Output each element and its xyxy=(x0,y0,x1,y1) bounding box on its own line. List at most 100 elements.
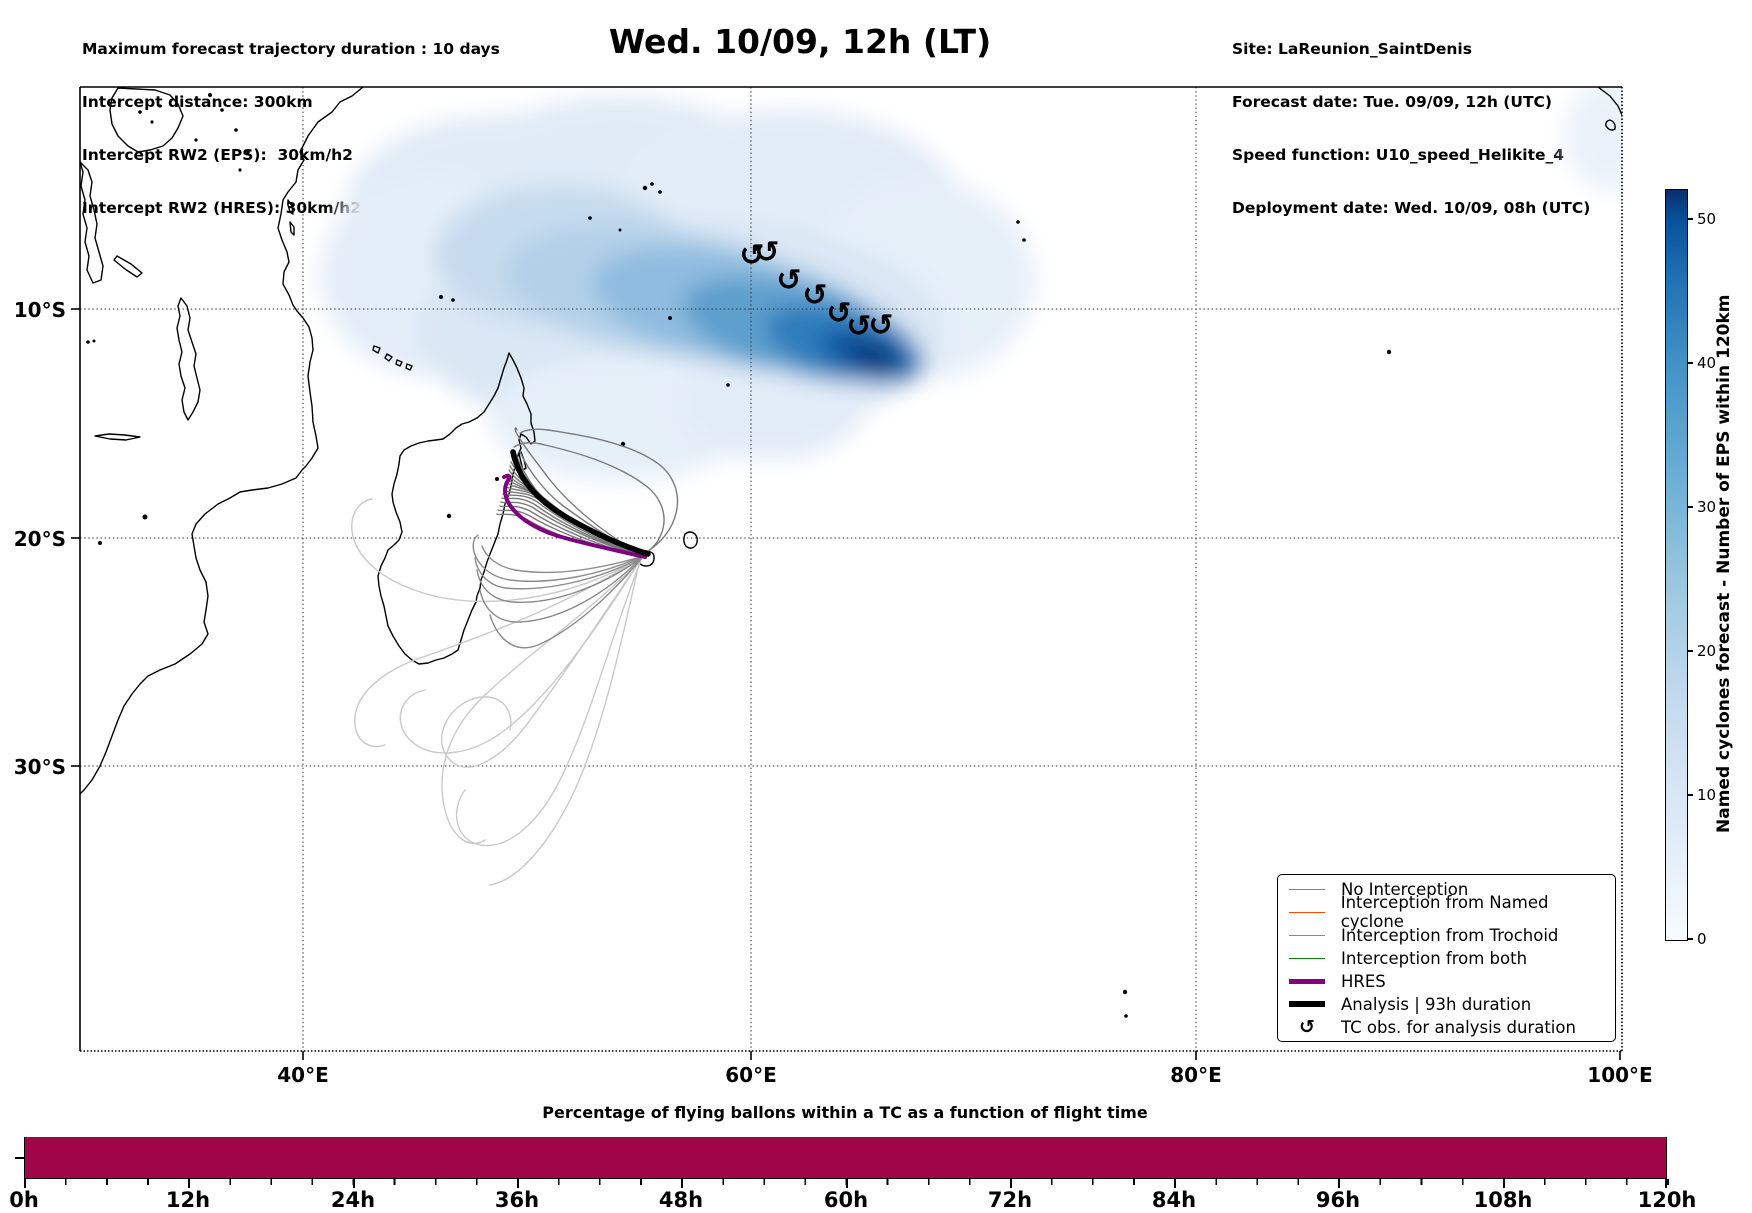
forecast-date-line: Forecast date: Tue. 09/09, 12h (UTC) xyxy=(1232,92,1553,111)
deployment-date-line: Deployment date: Wed. 10/09, 08h (UTC) xyxy=(1232,198,1591,217)
analysis-track xyxy=(510,449,651,557)
colorbar-tick-30 xyxy=(1687,506,1693,508)
lake-victoria xyxy=(109,87,184,153)
colorbar-tick-label-50: 50 xyxy=(1697,210,1717,228)
legend-label: Analysis | 93h duration xyxy=(1341,994,1532,1014)
lake-rukwa xyxy=(113,255,143,278)
bottom-xtick-48h: 48h xyxy=(658,1188,704,1212)
legend-line-gray xyxy=(1287,888,1327,890)
figure-title: Wed. 10/09, 12h (LT) xyxy=(608,22,992,61)
legend-row-trochoid: Interception from Trochoid xyxy=(1278,924,1615,946)
bottom-chart-major-tick xyxy=(1010,1179,1012,1188)
tc-symbol-4: ↺ xyxy=(802,278,827,313)
bottom-chart-major-tick xyxy=(681,1179,683,1188)
tc-symbol-1: ↺ xyxy=(739,238,764,273)
bottom-chart-title: Percentage of flying ballons within a TC… xyxy=(542,1103,1148,1122)
max-duration-line: Maximum forecast trajectory duration : 1… xyxy=(82,40,500,59)
pemba-island xyxy=(289,221,295,236)
tc-symbol-3: ↺ xyxy=(776,263,801,298)
colorbar-tick-label-10: 10 xyxy=(1697,786,1717,804)
bottom-xtick-12h: 12h xyxy=(165,1188,211,1212)
intercept-rw2-eps-line: Intercept RW2 (EPS): 30km/h2 xyxy=(82,145,353,164)
colorbar-axis-label: Named cyclones forecast - Number of EPS … xyxy=(1714,294,1734,834)
bottom-chart-major-tick xyxy=(846,1179,848,1188)
hres-track xyxy=(502,473,647,559)
tc-symbol-2: ↺ xyxy=(754,235,779,270)
intercept-rw2-hres-line: Intercept RW2 (HRES): 30km/h2 xyxy=(82,198,362,217)
bottom-chart-major-tick xyxy=(24,1179,26,1188)
bottom-xtick-0h: 0h xyxy=(9,1188,39,1212)
colorbar-tick-0 xyxy=(1687,938,1693,940)
xtick-60e: 60°E xyxy=(725,1063,777,1087)
lake-malawi xyxy=(176,297,201,421)
tc-obs-symbols: ↺ ↺ ↺ ↺ ↺ ↺ ↺ xyxy=(739,235,893,344)
intercept-distance-line: Intercept distance: 300km xyxy=(82,92,313,111)
madagascar-coastline xyxy=(377,352,536,665)
ytick-30s: 30°S xyxy=(14,755,66,779)
colorbar-tick-10 xyxy=(1687,794,1693,796)
bottom-xtick-120h: 120h xyxy=(1637,1188,1697,1212)
bottom-xtick-96h: 96h xyxy=(1315,1188,1361,1212)
legend-row-no-interception: No Interception xyxy=(1278,878,1615,900)
trajectories-south-gray xyxy=(472,534,642,649)
speed-function-line: Speed function: U10_speed_Helikite_4 xyxy=(1232,145,1565,164)
colorbar-tick-40 xyxy=(1687,362,1693,364)
legend-label: Interception from Named cyclone xyxy=(1340,893,1549,931)
header-right-block: Site: LaReunion_SaintDenis Forecast date… xyxy=(1232,6,1590,252)
tc-obs-icon: ↺ xyxy=(1299,1015,1315,1038)
small-island-dots xyxy=(86,93,1392,1018)
colorbar-tick-label-30: 30 xyxy=(1697,498,1717,516)
map-legend: No Interception Interception from Named … xyxy=(1277,874,1616,1042)
bottom-chart-major-tick xyxy=(353,1179,355,1188)
xtick-40e: 40°E xyxy=(277,1063,329,1087)
legend-line-purple xyxy=(1287,978,1327,984)
legend-line-black xyxy=(1287,1001,1327,1007)
ytick-20s: 20°S xyxy=(14,527,66,551)
africa-coastline xyxy=(80,87,364,795)
bottom-xtick-24h: 24h xyxy=(330,1188,376,1212)
sumatra-corner-coast xyxy=(1597,87,1622,131)
legend-row-tc-obs: ↺ TC obs. for analysis duration xyxy=(1278,1016,1615,1038)
legend-line-green xyxy=(1287,957,1327,959)
bottom-xtick-72h: 72h xyxy=(987,1188,1033,1212)
cyclone-density-heatmap xyxy=(320,87,1622,482)
bottom-xtick-36h: 36h xyxy=(494,1188,540,1212)
colorbar-tick-label-40: 40 xyxy=(1697,354,1717,372)
legend-row-hres: HRES xyxy=(1278,970,1615,992)
bottom-chart-ytick xyxy=(15,1157,24,1159)
map-frame xyxy=(79,86,1623,1052)
lake-tanganyika xyxy=(80,161,104,284)
comoros-islands xyxy=(372,345,413,371)
colorbar-tick-50 xyxy=(1687,218,1693,220)
bottom-chart-bar xyxy=(24,1137,1667,1179)
bottom-chart-major-tick xyxy=(1503,1179,1505,1188)
tc-symbol-5: ↺ xyxy=(826,296,851,331)
colorbar-tick-20 xyxy=(1687,650,1693,652)
zanzibar-island xyxy=(287,199,294,215)
tc-symbol-7: ↺ xyxy=(868,308,893,343)
colorbar xyxy=(1665,189,1688,941)
mauritius-island xyxy=(683,531,698,549)
trajectories-light-gray-loops xyxy=(351,498,642,886)
legend-line-orangered xyxy=(1287,911,1327,913)
axis-tick-marks xyxy=(71,308,1621,1060)
bottom-xtick-108h: 108h xyxy=(1473,1188,1533,1212)
bottom-xtick-84h: 84h xyxy=(1151,1188,1197,1212)
header-left-block: Maximum forecast trajectory duration : 1… xyxy=(82,6,500,252)
grid-lines xyxy=(80,87,1622,1051)
tc-symbol-6: ↺ xyxy=(846,309,871,344)
bottom-chart-major-tick xyxy=(188,1179,190,1188)
legend-label: Interception from both xyxy=(1341,948,1528,968)
bottom-chart-major-tick xyxy=(1665,1179,1667,1188)
ytick-10s: 10°S xyxy=(14,298,66,322)
legend-label: TC obs. for analysis duration xyxy=(1341,1017,1576,1037)
bottom-chart-major-tick xyxy=(1338,1179,1340,1188)
colorbar-tick-label-20: 20 xyxy=(1697,642,1717,660)
legend-line-olive xyxy=(1287,934,1327,936)
legend-row-analysis: Analysis | 93h duration xyxy=(1278,993,1615,1015)
bottom-xtick-60h: 60h xyxy=(823,1188,869,1212)
bottom-chart-major-tick xyxy=(1174,1179,1176,1188)
bottom-chart-major-tick xyxy=(517,1179,519,1188)
